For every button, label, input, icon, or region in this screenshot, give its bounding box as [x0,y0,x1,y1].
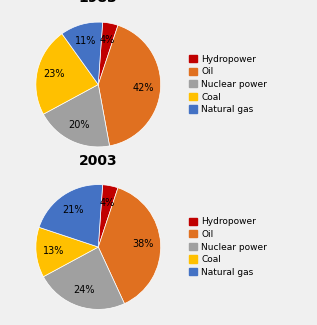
Text: 42%: 42% [132,83,154,93]
Text: 13%: 13% [43,246,64,256]
Wedge shape [39,185,103,247]
Wedge shape [98,188,161,304]
Text: 11%: 11% [75,36,97,46]
Wedge shape [98,25,161,146]
Text: 21%: 21% [62,205,84,215]
Wedge shape [43,84,110,147]
Wedge shape [98,185,118,247]
Title: 1983: 1983 [79,0,118,5]
Text: 4%: 4% [99,198,115,208]
Legend: Hydropower, Oil, Nuclear power, Coal, Natural gas: Hydropower, Oil, Nuclear power, Coal, Na… [188,216,268,278]
Text: 23%: 23% [44,70,65,79]
Wedge shape [36,34,98,114]
Title: 2003: 2003 [79,154,118,168]
Text: 38%: 38% [133,240,154,250]
Text: 4%: 4% [99,35,115,46]
Wedge shape [36,227,98,277]
Legend: Hydropower, Oil, Nuclear power, Coal, Natural gas: Hydropower, Oil, Nuclear power, Coal, Na… [188,54,268,115]
Text: 20%: 20% [68,120,90,130]
Wedge shape [43,247,125,309]
Text: 24%: 24% [73,285,95,295]
Wedge shape [98,22,118,84]
Wedge shape [62,22,103,84]
